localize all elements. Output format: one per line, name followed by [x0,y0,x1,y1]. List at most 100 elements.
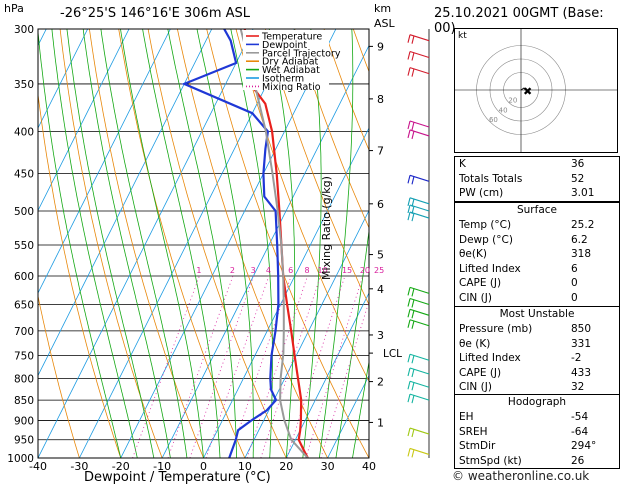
wind-barb [409,380,430,388]
surface-value: 6 [571,262,578,275]
km-tick-label: 2 [377,376,384,389]
wind-barb [409,367,430,375]
wind-barb-flag [407,129,411,139]
wind-barb-flag [407,393,411,403]
wind-barb-flag [411,212,415,222]
index-label: Totals Totals [459,172,523,185]
legend-label: Dewpoint [262,40,307,51]
wind-barb-flag [407,298,411,307]
surface-label: Dewp (°C) [459,233,513,246]
surface-value: 6.2 [571,233,588,246]
hodograph-stat-label: SREH [459,425,488,438]
hodograph-ring-label: 60 [489,116,498,124]
pressure-tick-label: 800 [14,373,34,385]
wet-adiabat-line [319,29,354,458]
most-unstable-row: CAPE (J) 433 [455,366,619,381]
datetime-title: 25.10.2021 00GMT (Base: 00) [434,6,604,36]
most-unstable-value: 331 [571,337,592,350]
wind-barb-flag [407,204,411,214]
wind-barb-flag [407,34,411,43]
mixing-ratio-label: 8 [305,266,310,275]
mixing-ratio-label: 4 [266,266,271,275]
km-tick-label: 1 [377,416,384,429]
wind-barb-flag [407,309,411,318]
wind-barb [409,197,430,205]
wind-barb-flag [407,175,411,184]
wind-barb [409,319,430,327]
hodograph-ring-label: 20 [508,97,517,105]
mixing-ratio-line [189,275,254,458]
surface-row: CAPE (J) 0 [455,276,619,291]
wet-adiabat-line [268,29,296,458]
storm-motion-marker: ✖ [523,85,532,98]
mixing-ratio-label: 3 [251,266,256,275]
hodograph-stat-row: SREH -64 [455,425,619,440]
index-value: 52 [571,172,585,185]
hodograph-table: Hodograph EH -54 SREH -64 StmDir 294° StmSpd (… [454,394,620,470]
mixing-ratio-line [167,275,234,458]
wind-barb-flag [407,367,411,377]
dry-adiabat-line [89,29,204,458]
hodograph-table-title: Hodograph [507,396,567,408]
surface-row: CIN (J) 0 [455,291,619,306]
mixing-ratio-label: 6 [288,266,293,275]
hpa-unit-label: hPa [4,2,24,15]
dewpoint-profile [181,29,280,458]
km-tick-label: 3 [377,329,384,342]
pressure-tick-label: 400 [14,127,34,139]
wind-barb [409,447,430,455]
most-unstable-value: -2 [571,352,582,365]
hodograph-stat-label: StmSpd (kt) [459,454,522,467]
wind-barb-flag [407,381,411,390]
dry-adiabat-line [206,29,369,458]
wind-barb-flag [411,130,415,140]
most-unstable-title: Most Unstable [499,308,575,320]
wet-adiabat-line [82,29,171,458]
mixing-ratio-label: 2 [230,266,235,275]
wind-barb-flag [411,320,415,329]
isotherm-line [285,292,369,458]
temperature-tick-label: -40 [29,460,47,473]
hodograph-stat-value: -64 [571,425,589,438]
hodograph-ring-label: 40 [499,106,508,114]
wet-adiabat-line [100,29,188,458]
pressure-tick-label: 900 [14,415,34,427]
index-label: PW (cm) [459,187,504,200]
dry-adiabat-line [323,29,369,152]
most-unstable-label: Lifted Index [459,352,521,365]
wind-barb-flag [411,310,415,319]
pressure-tick-label: 1000 [7,453,34,465]
pressure-tick-label: 300 [14,24,34,36]
surface-label: CIN (J) [459,291,492,304]
pressure-tick-label: 450 [14,168,34,180]
wind-barb-flag [407,448,411,457]
isotherm-line [327,374,369,458]
surface-value: 25.2 [571,219,595,231]
wind-barb-flag [407,51,411,60]
most-unstable-row: CIN (J) 32 [455,380,619,395]
hodograph-stat-value: 26 [571,454,585,467]
temperature-tick-label: 0 [200,460,207,473]
most-unstable-label: Pressure (mb) [459,323,533,335]
surface-value: 0 [571,277,578,290]
hodograph-stat-label: StmDir [459,440,496,453]
dry-adiabat-line [177,29,328,458]
most-unstable-table: Most Unstable Pressure (mb) 850 θe (K) 331 L… [454,306,620,396]
wind-barb [409,34,430,42]
legend-box [243,30,329,90]
dry-adiabat-line [294,29,369,229]
wind-barb [409,427,430,435]
asl-label: ASL [374,17,395,30]
surface-label: CAPE (J) [459,277,502,290]
most-unstable-value: 433 [571,366,592,379]
most-unstable-label: θe (K) [459,337,491,350]
surface-label: Lifted Index [459,262,521,275]
pressure-tick-label: 750 [14,350,34,362]
surface-label: θe(K) [459,248,487,261]
mixing-ratio-label: 25 [374,266,384,275]
copyright-footer: © weatheronline.co.uk [452,469,590,483]
wind-barb [409,393,430,401]
wind-barb [409,120,430,128]
